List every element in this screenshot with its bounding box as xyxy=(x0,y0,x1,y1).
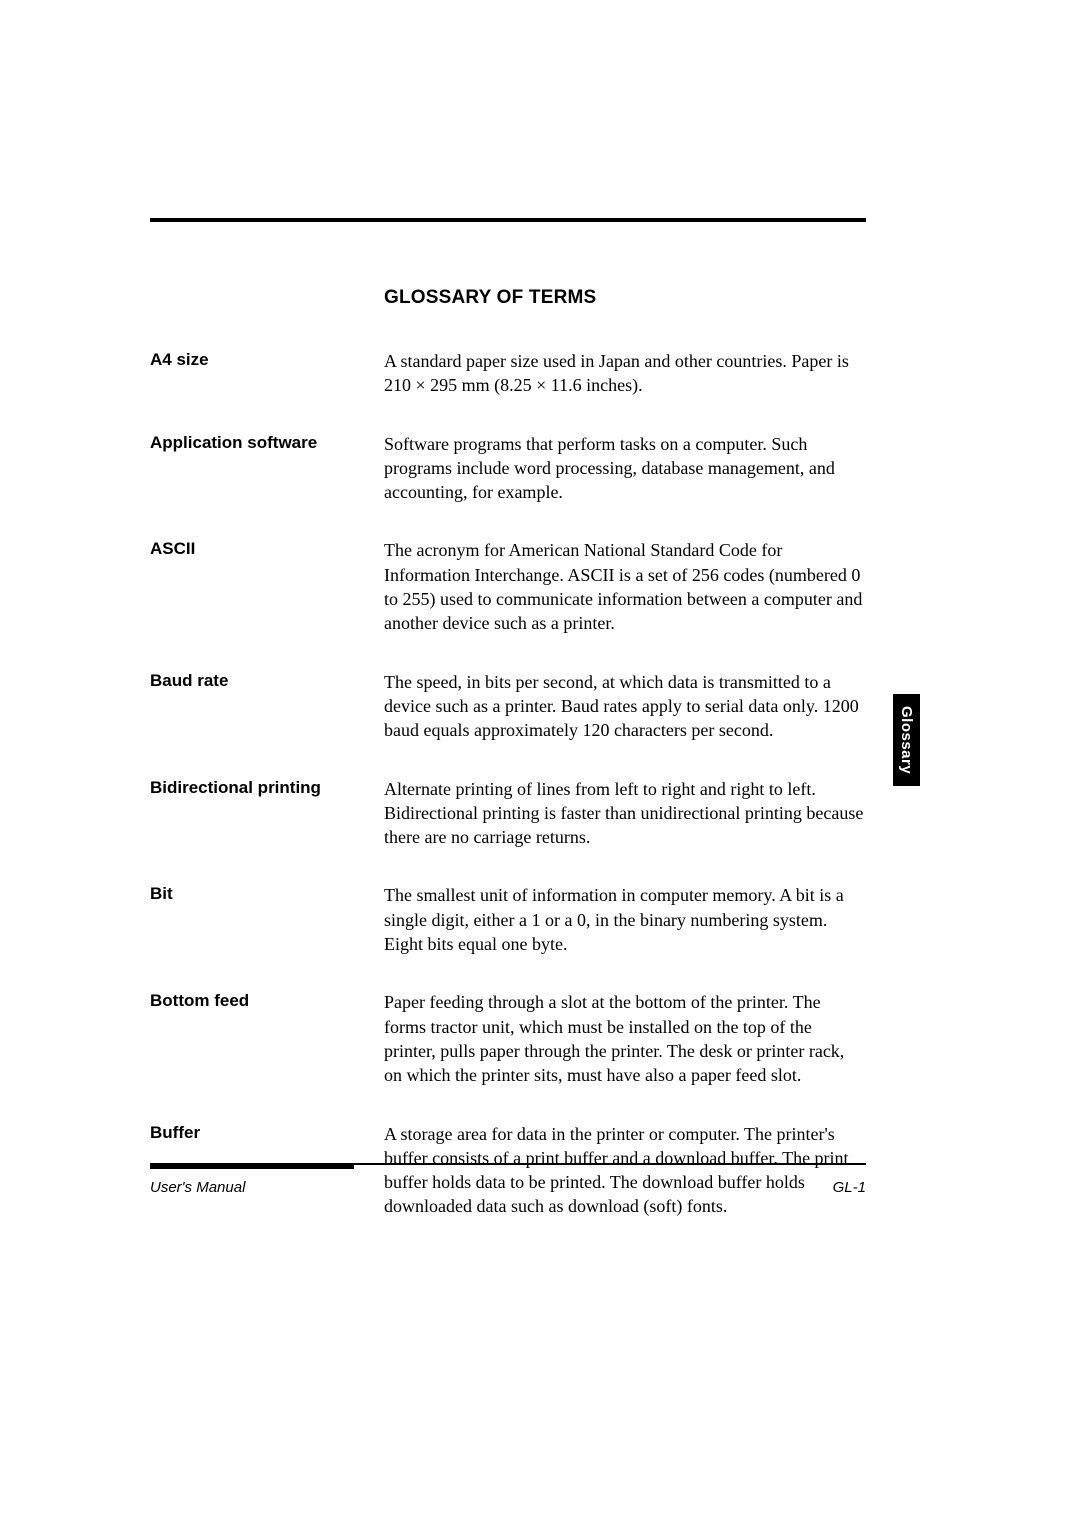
term-definition: Alternate printing of lines from left to… xyxy=(384,777,864,850)
glossary-entry: Baud rate The speed, in bits per second,… xyxy=(150,670,930,743)
glossary-entry: A4 size A standard paper size used in Ja… xyxy=(150,349,930,398)
glossary-title: GLOSSARY OF TERMS xyxy=(384,287,930,309)
term-definition: Software programs that perform tasks on … xyxy=(384,432,864,505)
glossary-entry: Bottom feed Paper feeding through a slot… xyxy=(150,990,930,1087)
footer-text: User's Manual GL-1 xyxy=(150,1179,866,1196)
footer-left: User's Manual xyxy=(150,1179,245,1196)
glossary-entry: Bidirectional printing Alternate printin… xyxy=(150,777,930,850)
footer: User's Manual GL-1 xyxy=(150,1163,866,1196)
term-definition: A standard paper size used in Japan and … xyxy=(384,349,864,398)
glossary-entry: Bit The smallest unit of information in … xyxy=(150,883,930,956)
glossary-entry: ASCII The acronym for American National … xyxy=(150,538,930,635)
footer-rule-thick xyxy=(150,1163,354,1169)
term-definition: The acronym for American National Standa… xyxy=(384,538,864,635)
glossary-entry: Application software Software programs t… xyxy=(150,432,930,505)
term-definition: The speed, in bits per second, at which … xyxy=(384,670,864,743)
term-label: Bottom feed xyxy=(150,990,384,1087)
term-label: Application software xyxy=(150,432,384,505)
term-definition: Paper feeding through a slot at the bott… xyxy=(384,990,864,1087)
term-label: ASCII xyxy=(150,538,384,635)
term-label: Baud rate xyxy=(150,670,384,743)
footer-rule xyxy=(150,1163,866,1169)
term-definition: The smallest unit of information in comp… xyxy=(384,883,864,956)
top-rule xyxy=(150,218,866,222)
page-content: GLOSSARY OF TERMS A4 size A standard pap… xyxy=(150,218,930,1253)
term-label: A4 size xyxy=(150,349,384,398)
footer-right: GL-1 xyxy=(833,1179,866,1196)
side-tab-glossary: Glossary xyxy=(893,694,920,786)
term-label: Bit xyxy=(150,883,384,956)
footer-rule-thin xyxy=(354,1163,866,1165)
term-label: Bidirectional printing xyxy=(150,777,384,850)
